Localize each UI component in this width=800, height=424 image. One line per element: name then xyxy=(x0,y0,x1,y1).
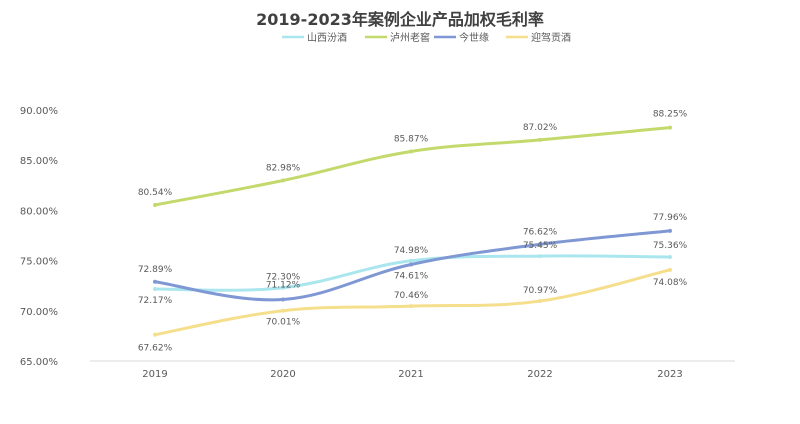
legend-item[interactable]: 泸州老窖 xyxy=(365,31,430,44)
y-tick-label: 70.00% xyxy=(20,307,58,318)
legend-item[interactable]: 今世缘 xyxy=(434,31,489,44)
y-tick-label: 80.00% xyxy=(20,206,58,217)
data-point xyxy=(153,202,157,207)
series-3 xyxy=(153,228,672,302)
legend: 山西汾酒 泸州老窖 今世缘 迎驾贡酒 xyxy=(282,31,571,44)
y-tick-label: 65.00% xyxy=(20,357,58,368)
data-label: 87.02% xyxy=(523,123,558,133)
data-label: 75.45% xyxy=(523,241,558,251)
data-labels: 72.17% 72.30% 74.98% 75.45% 75.36% 80.54% 82.9… xyxy=(138,110,688,354)
data-point xyxy=(153,287,157,292)
axes: 65.00% 70.00% 75.00% 80.00% 85.00% 90.00% 2019… xyxy=(20,106,735,380)
y-tick-label: 85.00% xyxy=(20,156,58,167)
data-label: 74.61% xyxy=(394,272,429,282)
data-label: 85.87% xyxy=(394,134,429,144)
data-label: 72.30% xyxy=(266,273,301,283)
data-point xyxy=(538,254,542,259)
chart-title: 2019-2023年案例企业产品加权毛利率 xyxy=(256,10,544,29)
x-tick-label: 2020 xyxy=(270,369,295,380)
x-tick-label: 2022 xyxy=(527,369,552,380)
series-2 xyxy=(153,125,672,207)
data-label: 75.36% xyxy=(653,241,688,251)
series-1 xyxy=(153,254,672,292)
data-label: 82.98% xyxy=(266,163,301,173)
legend-label: 今世缘 xyxy=(459,31,489,44)
data-label: 74.08% xyxy=(653,278,688,288)
data-label: 77.96% xyxy=(653,213,688,223)
data-point xyxy=(538,242,542,247)
data-label: 70.97% xyxy=(523,286,558,296)
x-tick-label: 2021 xyxy=(398,369,423,380)
data-point xyxy=(281,297,285,302)
data-label: 72.17% xyxy=(138,296,173,306)
data-label: 67.62% xyxy=(138,344,173,354)
data-point xyxy=(409,304,413,309)
legend-item[interactable]: 迎驾贡酒 xyxy=(506,32,571,44)
data-point xyxy=(153,279,157,284)
data-label: 80.54% xyxy=(138,188,173,198)
data-point xyxy=(281,178,285,183)
data-point xyxy=(538,299,542,304)
data-label: 70.46% xyxy=(394,291,429,301)
legend-label: 迎驾贡酒 xyxy=(531,32,571,44)
legend-label: 山西汾酒 xyxy=(307,32,347,44)
x-tick-label: 2019 xyxy=(142,369,167,380)
y-tick-label: 75.00% xyxy=(20,257,58,268)
data-label: 74.98% xyxy=(394,246,429,256)
data-point xyxy=(668,125,672,130)
legend-item[interactable]: 山西汾酒 xyxy=(282,32,347,44)
data-label: 88.25% xyxy=(653,110,688,120)
legend-label: 泸州老窖 xyxy=(390,31,430,44)
data-label: 72.89% xyxy=(138,265,173,275)
data-point xyxy=(668,228,672,233)
data-label: 70.01% xyxy=(266,318,301,328)
data-label: 71.12% xyxy=(266,281,301,291)
data-point xyxy=(409,258,413,263)
data-point xyxy=(281,285,285,290)
data-point xyxy=(409,149,413,154)
data-point xyxy=(668,254,672,259)
x-tick-label: 2023 xyxy=(657,369,682,380)
series-lines xyxy=(153,125,672,337)
data-point xyxy=(153,332,157,337)
data-label: 76.62% xyxy=(523,227,558,237)
data-point xyxy=(668,267,672,272)
y-tick-label: 90.00% xyxy=(20,106,58,117)
data-point xyxy=(281,308,285,313)
data-point xyxy=(538,137,542,142)
data-point xyxy=(409,262,413,267)
series-4 xyxy=(153,267,672,337)
